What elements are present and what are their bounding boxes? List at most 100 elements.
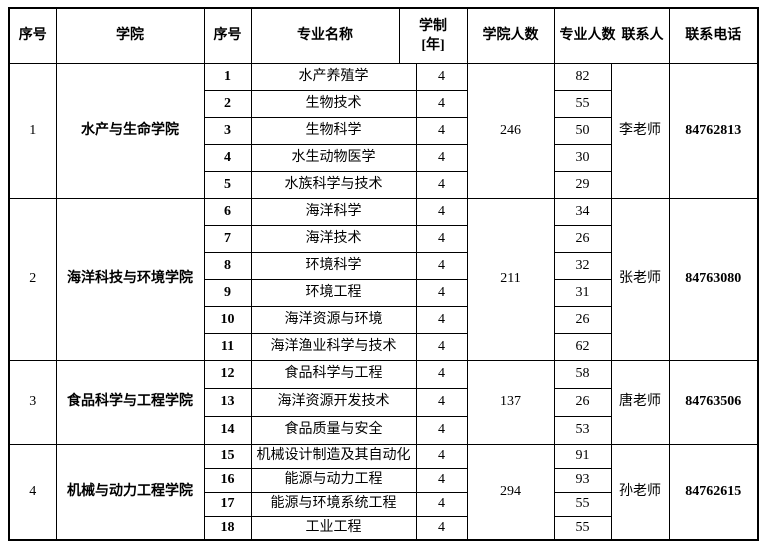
duration-cell: 4	[415, 251, 468, 280]
major-no-cell: 10	[203, 305, 252, 334]
duration-cell: 4	[415, 62, 468, 91]
major-name-cell: 海洋渔业科学与技术	[250, 332, 417, 361]
major-count-cell: 55	[553, 89, 612, 118]
duration-cell: 4	[415, 224, 468, 253]
contact-cell: 李老师	[610, 62, 670, 199]
major-count-cell: 53	[553, 415, 612, 445]
major-no-cell: 14	[203, 415, 252, 445]
major-name-cell: 环境科学	[250, 251, 417, 280]
major-count-cell: 26	[553, 305, 612, 334]
major-count-cell: 29	[553, 170, 612, 199]
major-row: 2 生物技术 4 55	[9, 89, 758, 118]
duration-cell: 4	[415, 305, 468, 334]
contact-cell: 张老师	[610, 197, 670, 361]
major-row: 7 海洋技术 4 26	[9, 224, 758, 253]
header-major-count: 专业人数	[559, 28, 616, 43]
group-no-cell: 4	[8, 443, 57, 541]
major-row: 13 海洋资源开发技术 4 26	[9, 387, 758, 417]
major-name-cell: 水族科学与技术	[250, 170, 417, 199]
major-count-cell: 30	[553, 143, 612, 172]
college-count-cell: 137	[466, 359, 555, 445]
major-count-cell: 82	[553, 62, 612, 91]
header-college: 学院	[55, 7, 205, 64]
duration-cell: 4	[415, 467, 468, 493]
duration-cell: 4	[415, 143, 468, 172]
major-name-cell: 机械设计制造及其自动化	[250, 443, 417, 469]
duration-cell: 4	[415, 359, 468, 389]
major-count-cell: 93	[553, 467, 612, 493]
header-row: 序号 学院 序号 专业名称 学制 [年] 学院人数 专业人数 联系人 联系电话	[8, 7, 759, 64]
group-no-cell: 2	[8, 197, 57, 361]
header-duration-line1: 学制	[419, 18, 447, 34]
college-cell: 海洋科技与环境学院	[55, 197, 205, 361]
major-count-cell: 31	[553, 278, 612, 307]
college-cell: 食品科学与工程学院	[55, 359, 205, 445]
duration-cell: 4	[415, 89, 468, 118]
header-group-no: 序号	[8, 7, 57, 64]
major-name-cell: 水产养殖学	[250, 62, 417, 91]
major-no-cell: 6	[203, 197, 252, 226]
major-name-cell: 生物科学	[250, 116, 417, 145]
major-row: 8 环境科学 4 32	[9, 251, 758, 280]
header-duration: 学制 [年]	[398, 7, 468, 64]
major-count-cell: 62	[553, 332, 612, 361]
major-row: 4 水生动物医学 4 30	[9, 143, 758, 172]
major-row: 11 海洋渔业科学与技术 4 62	[9, 332, 758, 361]
college-cell: 水产与生命学院	[55, 62, 205, 199]
major-count-cell: 91	[553, 443, 612, 469]
major-no-cell: 9	[203, 278, 252, 307]
major-no-cell: 7	[203, 224, 252, 253]
duration-cell: 4	[415, 515, 468, 541]
major-name-cell: 食品科学与工程	[250, 359, 417, 389]
duration-cell: 4	[415, 387, 468, 417]
major-row: 2 海洋科技与环境学院 6 海洋科学 4 211 34 张老师 84763080	[8, 197, 759, 361]
major-row: 3 生物科学 4 50	[9, 116, 758, 145]
contact-cell: 孙老师	[610, 443, 670, 541]
major-no-cell: 12	[203, 359, 252, 389]
phone-cell: 84763080	[668, 197, 759, 361]
duration-cell: 4	[415, 278, 468, 307]
major-name-cell: 海洋资源开发技术	[250, 387, 417, 417]
duration-cell: 4	[415, 197, 468, 226]
major-no-cell: 13	[203, 387, 252, 417]
major-no-cell: 15	[203, 443, 252, 469]
header-duration-line2: [年]	[421, 37, 445, 53]
phone-cell: 84762615	[668, 443, 759, 541]
college-cell: 机械与动力工程学院	[55, 443, 205, 541]
major-no-cell: 11	[203, 332, 252, 361]
duration-cell: 4	[415, 415, 468, 445]
major-no-cell: 4	[203, 143, 252, 172]
header-phone: 联系电话	[668, 7, 759, 64]
major-count-cell: 34	[553, 197, 612, 226]
duration-cell: 4	[415, 170, 468, 199]
duration-cell: 4	[415, 116, 468, 145]
major-name-cell: 水生动物医学	[250, 143, 417, 172]
duration-cell: 4	[415, 491, 468, 517]
header-contact: 联系人	[621, 28, 664, 43]
enrollment-table: 序号 学院 序号 专业名称 学制 [年] 学院人数 专业人数 联系人 联系电话 …	[8, 7, 759, 541]
major-no-cell: 18	[203, 515, 252, 541]
duration-cell: 4	[415, 332, 468, 361]
major-name-cell: 能源与环境系统工程	[250, 491, 417, 517]
phone-cell: 84762813	[668, 62, 759, 199]
major-count-cell: 55	[553, 491, 612, 517]
major-no-cell: 16	[203, 467, 252, 493]
header-major-no: 序号	[203, 7, 252, 64]
college-count-cell: 211	[466, 197, 555, 361]
major-no-cell: 5	[203, 170, 252, 199]
contact-cell: 唐老师	[610, 359, 670, 445]
major-no-cell: 1	[203, 62, 252, 91]
group-no-cell: 3	[8, 359, 57, 445]
major-count-cell: 26	[553, 387, 612, 417]
major-count-cell: 50	[553, 116, 612, 145]
college-count-cell: 246	[466, 62, 555, 199]
major-no-cell: 8	[203, 251, 252, 280]
major-row: 14 食品质量与安全 4 53	[9, 415, 758, 445]
major-row: 1 水产与生命学院 1 水产养殖学 4 246 82 李老师 84762813	[8, 62, 759, 199]
major-name-cell: 食品质量与安全	[250, 415, 417, 445]
major-row: 4 机械与动力工程学院 15 机械设计制造及其自动化 4 294 91 孙老师 84762615	[8, 443, 759, 541]
major-name-cell: 海洋科学	[250, 197, 417, 226]
major-no-cell: 2	[203, 89, 252, 118]
major-row: 17 能源与环境系统工程 4 55	[9, 491, 758, 517]
